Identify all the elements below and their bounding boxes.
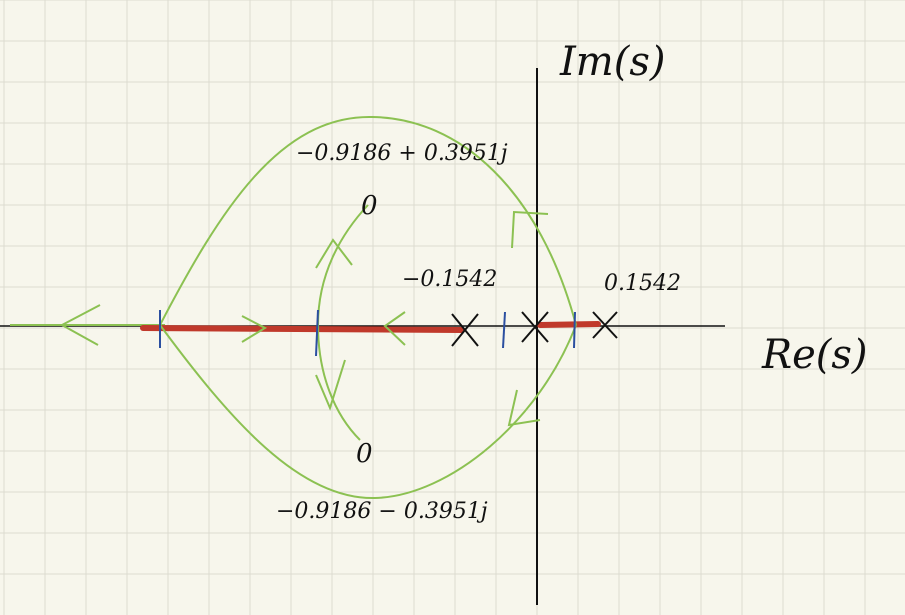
label-left-pole: −0.1542 [402, 267, 497, 292]
imaginary-axis-label: Im(s) [559, 39, 665, 85]
label-right-pole: 0.1542 [604, 271, 681, 296]
outer-locus-upper [159, 115, 577, 326]
label-lower-zero: −0.9186 − 0.3951j [276, 499, 488, 524]
arrow-inner-upper [315, 238, 353, 269]
pole-left [451, 313, 479, 347]
arrow-real-axis-1 [241, 315, 268, 343]
real-axis-locus-right [537, 321, 601, 328]
arrow-real-axis-2 [383, 311, 406, 346]
arrow-lower-loop [507, 389, 541, 427]
real-axis-locus-left [140, 325, 465, 333]
breakpoint-right [573, 311, 576, 349]
inner-locus-lower [317, 324, 361, 441]
outer-locus-lower [159, 324, 577, 500]
zero-lower: 0 [356, 439, 373, 469]
pole-right [592, 311, 618, 339]
label-upper-zero: −0.9186 + 0.3951j [296, 141, 508, 166]
inner-locus-upper [317, 204, 369, 326]
real-axis-label: Re(s) [761, 332, 868, 378]
arrow-left-asymptote [59, 304, 101, 346]
breakpoint-inner [315, 309, 319, 357]
arrow-upper-loop [511, 210, 549, 249]
breakpoint-near-origin [502, 311, 506, 349]
pole-origin [521, 311, 549, 343]
arrow-inner-lower [315, 359, 346, 411]
zero-upper: 0 [361, 191, 378, 221]
